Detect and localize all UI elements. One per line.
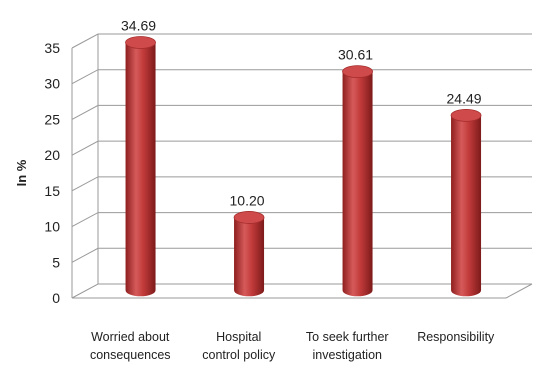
x-category-line: Hospital xyxy=(216,330,261,344)
bar-body xyxy=(234,217,265,297)
floor-edge xyxy=(505,283,533,299)
gridlines xyxy=(71,33,533,299)
data-label: 10.20 xyxy=(230,192,265,208)
y-tick-label: 25 xyxy=(44,111,60,127)
x-category-line: Responsibility xyxy=(417,330,495,344)
y-tick-label: 0 xyxy=(52,290,60,306)
bar: 30.61 xyxy=(338,47,373,297)
x-category-line: Worried about xyxy=(91,330,170,344)
y-tick-label: 15 xyxy=(44,183,60,199)
y-tick-label: 35 xyxy=(44,40,60,56)
x-category-line: consequences xyxy=(90,348,171,362)
y-tick-label: 30 xyxy=(44,76,60,92)
data-label: 30.61 xyxy=(338,47,373,63)
y-axis-label: In % xyxy=(14,159,29,186)
x-category-label: Hospital control policy xyxy=(202,330,276,362)
y-tick-label: 5 xyxy=(52,254,60,270)
x-category-line: control policy xyxy=(202,348,276,362)
x-axis-categories: Worried about consequences Hospital control… xyxy=(90,330,495,362)
bar-top xyxy=(233,211,265,224)
bar: 24.49 xyxy=(447,90,482,297)
bar-top xyxy=(125,36,156,49)
x-category-label: Responsibility xyxy=(417,330,495,344)
bar-body xyxy=(451,115,482,297)
y-tick-label: 20 xyxy=(44,147,60,163)
y-tick-label: 10 xyxy=(44,219,60,235)
bars: 34.69 10.20 30.61 24.49 xyxy=(121,18,482,297)
data-label: 24.49 xyxy=(447,90,482,106)
x-category-label: Worried about consequences xyxy=(90,330,171,362)
bar-top xyxy=(342,65,373,79)
y-axis-ticks: 0 5 10 15 20 25 30 35 xyxy=(44,40,60,306)
bar-body xyxy=(125,42,156,297)
bar: 34.69 xyxy=(121,18,156,297)
bar: 10.20 xyxy=(230,192,265,297)
x-category-line: To seek further xyxy=(306,330,389,344)
bar-body xyxy=(342,71,373,297)
x-category-label: To seek further investigation xyxy=(306,330,389,362)
data-label: 34.69 xyxy=(121,18,156,34)
x-category-line: investigation xyxy=(313,348,383,362)
bar-top xyxy=(450,108,482,122)
